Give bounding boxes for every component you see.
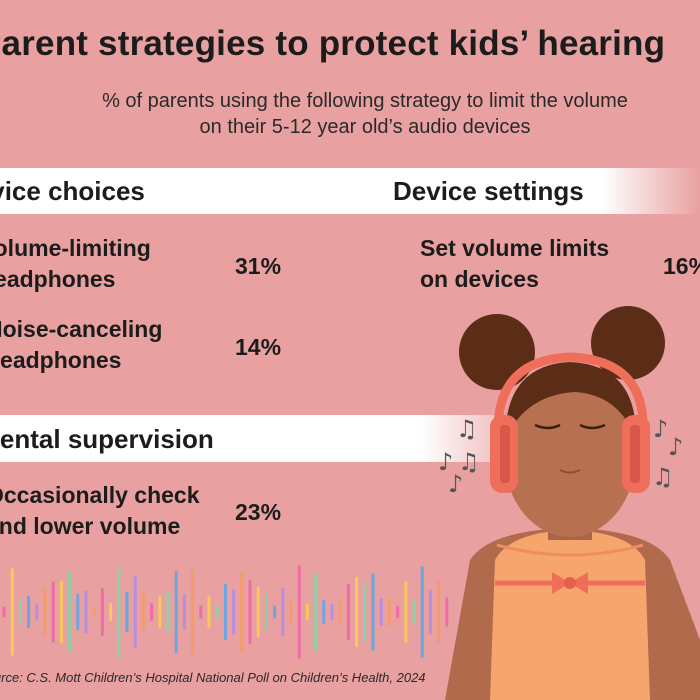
percent: 16% <box>663 253 700 279</box>
strategy: Volume-limiting headphones <box>0 233 151 295</box>
svg-text:♪: ♪ <box>653 415 668 443</box>
strategy-line: on devices <box>420 266 539 292</box>
subtitle: % of parents using the following strateg… <box>102 90 628 112</box>
svg-text:♪: ♪ <box>448 470 463 498</box>
source-note: Source: C.S. Mott Children’s Hospital Na… <box>0 670 426 685</box>
girl-illustration <box>445 306 700 700</box>
sound-wave <box>2 565 449 659</box>
strategy-line: and lower volume <box>0 513 181 539</box>
svg-text:♫: ♫ <box>456 415 478 443</box>
section-band <box>0 415 540 462</box>
strategy-line: headphones <box>0 266 116 292</box>
strategy: Noise-canceling headphones <box>0 314 162 376</box>
strategy-line: Occasionally check <box>0 482 200 508</box>
section-heading: Device choices <box>0 176 145 206</box>
section-heading: Parental supervision <box>0 424 214 454</box>
strategy-line: Noise-canceling <box>0 316 163 342</box>
strategy-line: Set volume limits <box>420 235 610 261</box>
svg-text:♪: ♪ <box>668 433 683 461</box>
music-notes: ♫♪ ♫ ♪♪♪♫ <box>438 415 683 498</box>
svg-text:♫: ♫ <box>458 448 480 476</box>
strategy-line: Volume-limiting <box>0 235 151 261</box>
percent: 31% <box>235 253 282 279</box>
subtitle: on their 5-12 year old’s audio devices <box>199 116 531 138</box>
strategy: Occasionally check and lower volume <box>0 480 200 542</box>
title: Parent strategies to protect kids’ heari… <box>0 24 666 63</box>
percent: 14% <box>235 334 282 360</box>
strategy: Set volume limits on devices <box>420 233 609 295</box>
svg-text:♫: ♫ <box>652 463 674 491</box>
percent: 23% <box>235 499 282 525</box>
svg-text:♪: ♪ <box>438 448 453 476</box>
strategy-line: headphones <box>0 347 122 373</box>
section-heading: Device settings <box>393 176 584 206</box>
section-band <box>0 168 700 214</box>
